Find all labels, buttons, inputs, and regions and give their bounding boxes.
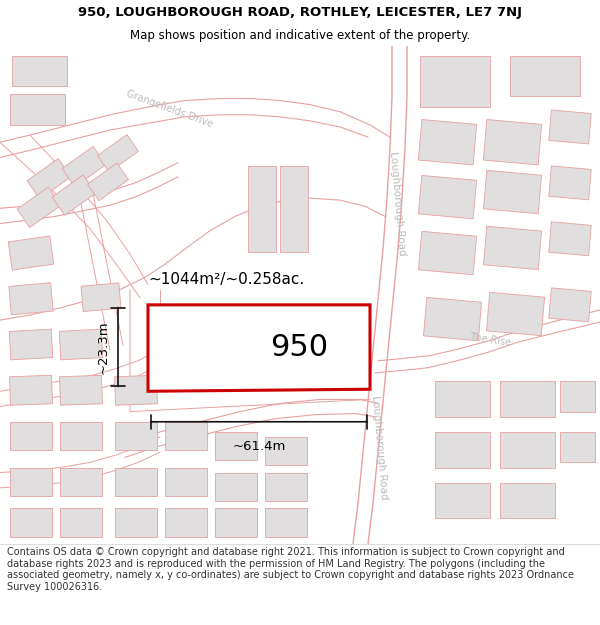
- Bar: [484, 226, 542, 269]
- Text: 950, LOUGHBOROUGH ROAD, ROTHLEY, LEICESTER, LE7 7NJ: 950, LOUGHBOROUGH ROAD, ROTHLEY, LEICEST…: [78, 6, 522, 19]
- Text: Contains OS data © Crown copyright and database right 2021. This information is : Contains OS data © Crown copyright and d…: [7, 547, 574, 592]
- Bar: [215, 472, 257, 501]
- Bar: [418, 119, 476, 165]
- Bar: [420, 56, 490, 107]
- Text: Loughborough Road: Loughborough Road: [388, 151, 407, 256]
- Bar: [165, 422, 207, 450]
- Text: ~61.4m: ~61.4m: [232, 440, 286, 453]
- Bar: [59, 375, 103, 405]
- Bar: [500, 432, 555, 468]
- Bar: [60, 468, 102, 496]
- Bar: [215, 508, 257, 537]
- Bar: [9, 329, 53, 360]
- Bar: [59, 329, 103, 360]
- Bar: [435, 381, 490, 417]
- Bar: [549, 288, 591, 322]
- Bar: [500, 482, 555, 518]
- Bar: [115, 422, 157, 450]
- Text: Map shows position and indicative extent of the property.: Map shows position and indicative extent…: [130, 29, 470, 42]
- Bar: [88, 163, 128, 201]
- Bar: [10, 422, 52, 450]
- Bar: [418, 231, 476, 274]
- Bar: [10, 468, 52, 496]
- Bar: [9, 282, 53, 315]
- Bar: [265, 472, 307, 501]
- Bar: [560, 432, 595, 462]
- Bar: [17, 187, 61, 228]
- Bar: [115, 375, 157, 405]
- Bar: [98, 134, 139, 172]
- Bar: [12, 56, 67, 86]
- Bar: [484, 171, 542, 214]
- Bar: [60, 508, 102, 537]
- Bar: [549, 110, 591, 144]
- Bar: [60, 422, 102, 450]
- Bar: [265, 508, 307, 537]
- Text: ~1044m²/~0.258ac.: ~1044m²/~0.258ac.: [148, 272, 304, 287]
- Polygon shape: [148, 305, 370, 391]
- Text: 950: 950: [270, 332, 328, 361]
- Bar: [549, 222, 591, 256]
- Bar: [487, 292, 545, 336]
- Bar: [165, 508, 207, 537]
- Bar: [165, 468, 207, 496]
- Text: ~23.3m: ~23.3m: [97, 320, 110, 374]
- Text: Grangefields Drive: Grangefields Drive: [125, 88, 215, 129]
- Bar: [265, 437, 307, 466]
- Bar: [52, 175, 96, 215]
- Bar: [8, 236, 54, 270]
- Bar: [10, 508, 52, 537]
- Bar: [418, 176, 476, 219]
- Text: The Rise: The Rise: [469, 332, 511, 348]
- Bar: [81, 283, 121, 312]
- Text: Loughborough Road: Loughborough Road: [370, 395, 389, 499]
- Bar: [435, 432, 490, 468]
- Bar: [500, 381, 555, 417]
- Bar: [115, 468, 157, 496]
- Bar: [549, 166, 591, 200]
- Bar: [280, 166, 308, 252]
- Bar: [424, 298, 482, 341]
- Bar: [62, 146, 106, 187]
- Bar: [10, 94, 65, 125]
- Bar: [560, 381, 595, 412]
- Bar: [248, 166, 276, 252]
- Bar: [215, 432, 257, 461]
- Bar: [510, 56, 580, 96]
- Bar: [435, 482, 490, 518]
- Bar: [484, 119, 542, 165]
- Bar: [115, 508, 157, 537]
- Bar: [27, 159, 71, 199]
- Bar: [10, 375, 52, 405]
